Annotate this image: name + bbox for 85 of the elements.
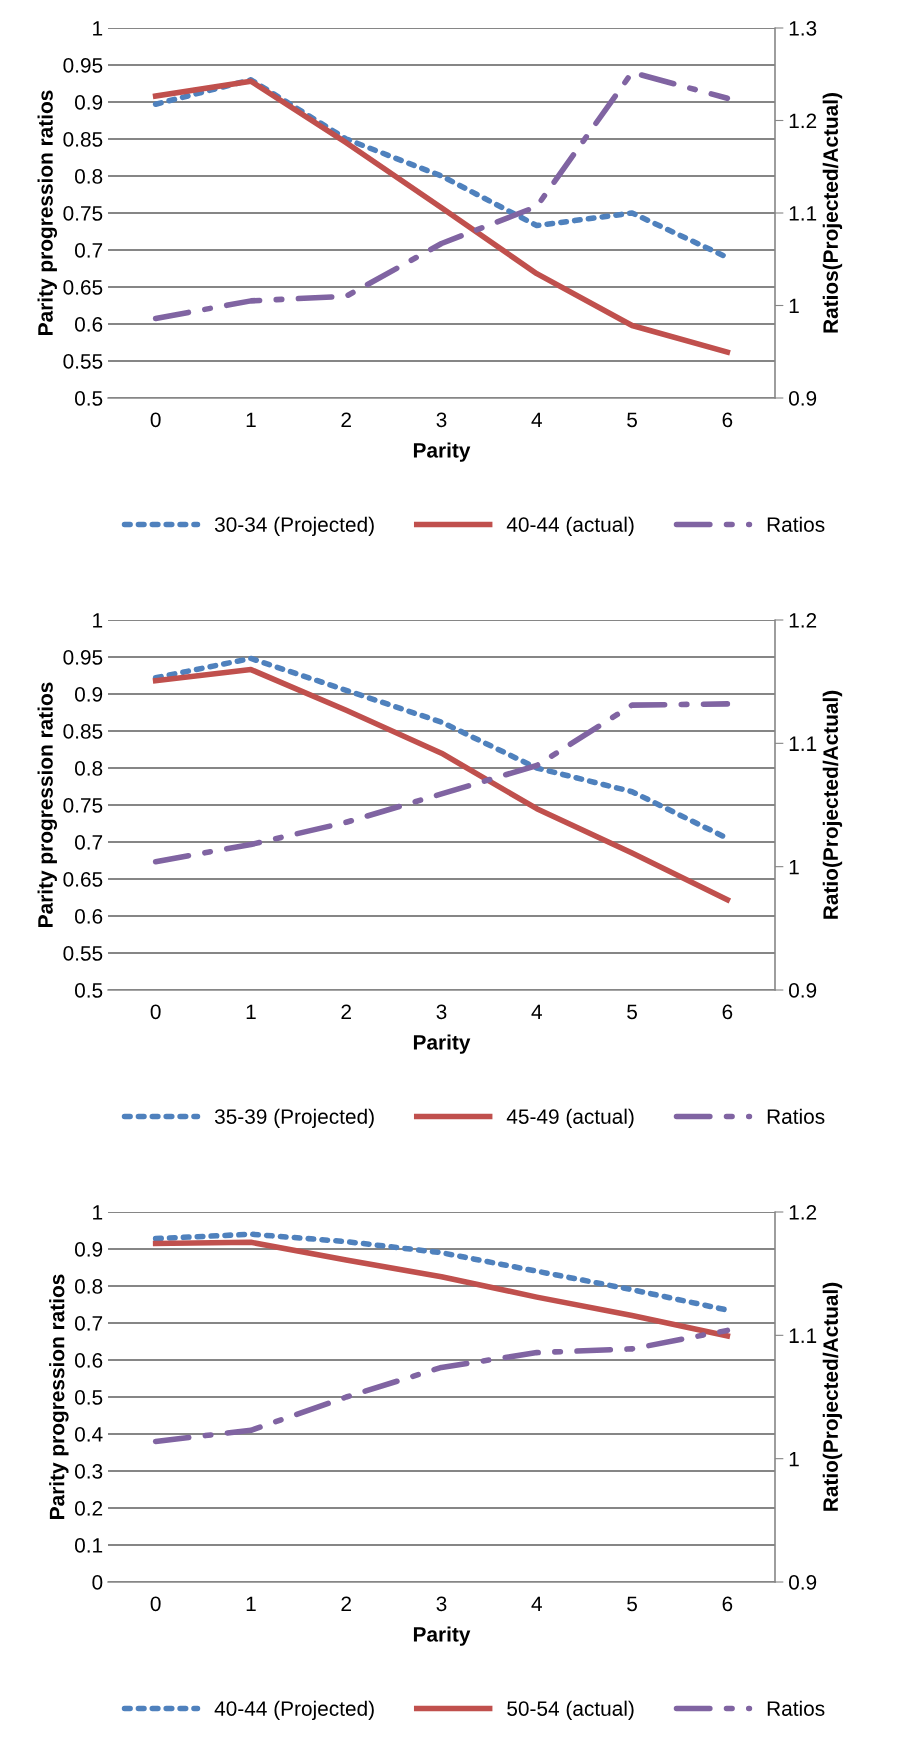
y-tick-label: 0.75: [63, 206, 103, 221]
y-tick-label: 0.2: [74, 1501, 103, 1516]
x-axis-title: Parity: [413, 1626, 471, 1646]
y2-tick-label: 1: [789, 298, 799, 314]
y-tick-label: 0.65: [63, 872, 103, 887]
y-tick-label: 0.9: [74, 95, 103, 110]
y-tick-label: 0: [92, 1575, 103, 1590]
x-tick-label: 6: [722, 412, 733, 428]
y-tick-label: 0.8: [74, 1279, 103, 1294]
x-tick-label: 4: [531, 412, 542, 427]
y-tick-label: 0.8: [74, 169, 103, 184]
y-tick-label: 0.7: [74, 243, 103, 258]
y-tick-label: 1: [93, 613, 103, 628]
x-tick-label: 0: [150, 1596, 161, 1612]
x-tick-label: 0: [150, 1004, 161, 1020]
x-tick-label: 5: [627, 1596, 637, 1612]
y-tick-label: 0.65: [63, 280, 103, 295]
y2-axis-title: Ratios(Projected/Actual): [822, 93, 843, 333]
y2-tick-label: 1: [789, 859, 799, 875]
legend-label: 35-39 (Projected): [214, 1108, 374, 1129]
y-tick-label: 0.9: [74, 687, 103, 702]
x-tick-label: 3: [436, 412, 447, 428]
y-axis-title: Parity progression ratios: [49, 1274, 69, 1519]
y-axis-title: Parity progression ratios: [37, 90, 58, 335]
legend-label: 40-44 (Projected): [214, 1700, 374, 1721]
legend-label: 40-44 (actual): [506, 516, 634, 537]
x-tick-label: 3: [436, 1596, 447, 1612]
y-tick-label: 0.7: [74, 835, 103, 850]
x-tick-label: 4: [531, 1596, 542, 1611]
y-tick-label: 0.85: [63, 132, 103, 147]
legend-label: 30-34 (Projected): [214, 516, 374, 537]
y-tick-label: 0.95: [63, 650, 103, 665]
x-tick-label: 1: [246, 1596, 256, 1611]
x-tick-label: 4: [531, 1004, 542, 1019]
y2-tick-label: 1.2: [789, 113, 817, 129]
y2-axis-title: Ratio(Projected/Actual): [822, 1282, 843, 1511]
legend-label: Ratios: [767, 1108, 825, 1124]
y2-tick-label: 1.1: [789, 206, 817, 221]
legend-label: 50-54 (actual): [507, 1700, 634, 1721]
x-tick-label: 2: [341, 1004, 351, 1019]
y-tick-label: 0.85: [63, 724, 103, 739]
x-axis-title: Parity: [413, 442, 471, 462]
y-tick-label: 0.6: [74, 909, 103, 924]
y-tick-label: 0.1: [74, 1538, 103, 1553]
x-tick-label: 5: [627, 1004, 637, 1020]
x-tick-label: 3: [436, 1004, 447, 1020]
x-tick-label: 6: [722, 1004, 733, 1020]
y2-axis-title: Ratio(Projected/Actual): [822, 690, 843, 919]
y-tick-label: 0.6: [74, 1353, 103, 1368]
y-tick-label: 1: [93, 1205, 103, 1220]
y-tick-label: 0.55: [63, 946, 103, 961]
y-tick-label: 0.5: [74, 1390, 103, 1405]
y2-tick-label: 1: [789, 1451, 799, 1467]
y-tick-label: 0.75: [63, 798, 103, 813]
y-tick-label: 0.5: [74, 983, 103, 998]
x-tick-label: 2: [341, 1596, 351, 1611]
legend-label: 45-49 (actual): [506, 1108, 634, 1129]
y-tick-label: 0.3: [74, 1464, 103, 1479]
y-tick-label: 0.5: [74, 391, 103, 406]
y-tick-label: 0.4: [74, 1427, 103, 1442]
y2-tick-label: 0.9: [789, 983, 817, 998]
y-tick-label: 0.55: [63, 354, 103, 369]
y-tick-label: 0.7: [74, 1316, 103, 1331]
legend-label: Ratios: [767, 1700, 825, 1716]
x-tick-label: 2: [341, 412, 351, 427]
x-tick-label: 1: [246, 1004, 256, 1019]
x-tick-label: 6: [722, 1596, 733, 1612]
y2-tick-label: 0.9: [789, 391, 817, 406]
x-axis-title: Parity: [413, 1034, 471, 1054]
y2-tick-label: 1.3: [789, 21, 817, 36]
y-tick-label: 1: [93, 21, 103, 36]
y-tick-label: 0.9: [74, 1242, 103, 1257]
y2-tick-label: 0.9: [789, 1575, 817, 1590]
y-tick-label: 0.95: [63, 58, 103, 73]
y-axis-title: Parity progression ratios: [37, 682, 58, 927]
y-tick-label: 0.6: [74, 317, 103, 332]
y2-tick-label: 1.1: [789, 1328, 817, 1343]
x-tick-label: 1: [246, 412, 256, 427]
x-tick-label: 5: [627, 412, 637, 428]
y-tick-label: 0.8: [74, 761, 103, 776]
legend-label: Ratios: [767, 516, 825, 532]
y2-tick-label: 1.1: [789, 736, 817, 751]
x-tick-label: 0: [150, 412, 161, 428]
y2-tick-label: 1.2: [789, 1205, 817, 1220]
y2-tick-label: 1.2: [789, 613, 817, 628]
